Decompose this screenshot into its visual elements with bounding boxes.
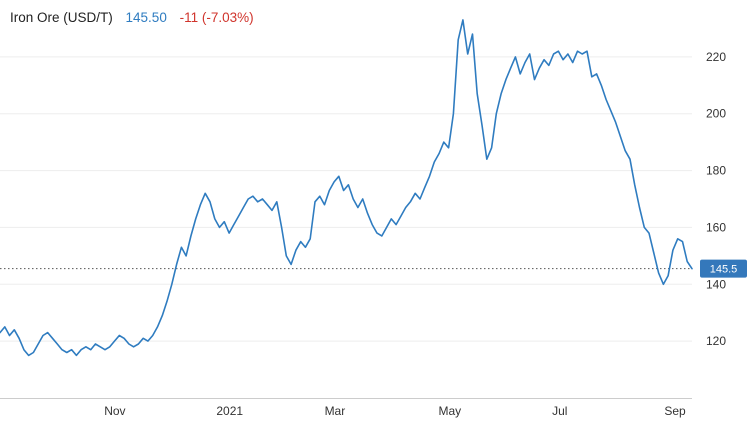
price-line — [0, 19, 693, 357]
y-axis-label: 200 — [706, 107, 726, 121]
chart-plot-area[interactable] — [0, 0, 692, 398]
current-price-badge — [700, 259, 747, 278]
y-axis-label: 220 — [706, 50, 726, 64]
current-price-badge-label: 145.5 — [710, 264, 738, 276]
x-axis-label: Sep — [664, 404, 686, 418]
x-axis-label: Nov — [104, 404, 125, 418]
x-axis-label: 2021 — [216, 404, 243, 418]
x-axis-label: May — [438, 404, 461, 418]
y-axis-label: 120 — [706, 334, 726, 348]
x-axis-label: Jul — [552, 404, 567, 418]
x-axis-label: Mar — [325, 404, 346, 418]
price-change: -11 (-7.03%) — [179, 10, 254, 25]
y-axis-label: 180 — [706, 164, 726, 178]
instrument-title: Iron Ore (USD/T) — [10, 10, 113, 25]
y-axis-label: 160 — [706, 220, 726, 234]
y-axis-label: 140 — [706, 277, 726, 291]
last-price: 145.50 — [125, 10, 167, 25]
chart-header: Iron Ore (USD/T) 145.50 -11 (-7.03%) — [10, 10, 263, 26]
